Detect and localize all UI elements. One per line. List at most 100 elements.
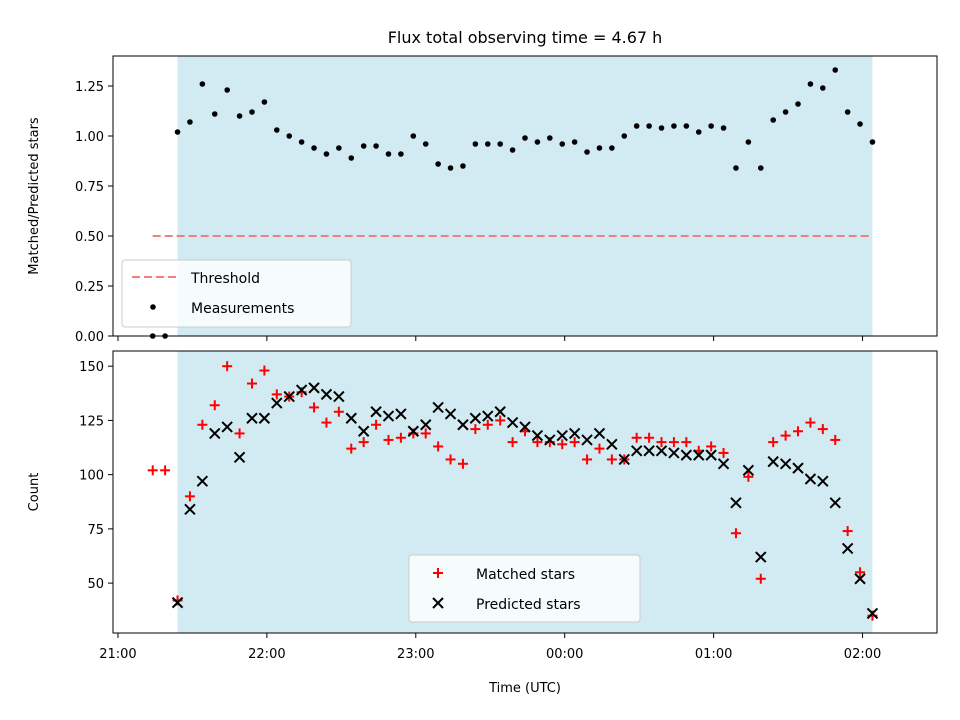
- data-point: [844, 109, 851, 115]
- x-tick-label: 02:00: [844, 647, 881, 662]
- data-point: [730, 497, 742, 509]
- data-point: [373, 143, 379, 149]
- data-point: [680, 449, 693, 461]
- data-point: [693, 449, 705, 461]
- data-point: [594, 443, 605, 454]
- data-point: [234, 428, 245, 439]
- data-point: [581, 434, 593, 446]
- plot-frame: [112, 55, 938, 337]
- data-point: [497, 141, 503, 147]
- data-point: [211, 111, 218, 117]
- data-point: [745, 139, 752, 145]
- data-point: [209, 427, 221, 440]
- data-point: [345, 412, 357, 424]
- data-point: [854, 573, 866, 585]
- y-tick-label: 0.00: [75, 330, 104, 345]
- data-point: [258, 412, 271, 424]
- data-point: [482, 419, 493, 430]
- data-point: [469, 412, 482, 424]
- chart-title: Flux total observing time = 4.67 h: [388, 28, 663, 47]
- data-point: [644, 432, 655, 443]
- data-point: [360, 143, 367, 149]
- data-point: [770, 117, 776, 123]
- data-point: [708, 123, 714, 129]
- data-point: [768, 437, 779, 448]
- data-point: [630, 445, 643, 457]
- data-point: [547, 135, 553, 141]
- data-point: [470, 424, 481, 435]
- data-point: [683, 123, 690, 129]
- legend-matched-swatch: [433, 568, 443, 578]
- data-point: [420, 419, 432, 431]
- data-point: [357, 425, 370, 437]
- data-point: [829, 497, 841, 509]
- legend-measurements-swatch: [150, 304, 156, 310]
- data-point: [286, 133, 293, 139]
- data-point: [755, 573, 766, 584]
- data-point: [482, 410, 494, 422]
- legend-threshold-label: Threshold: [190, 271, 260, 287]
- x-tick-label: 00:00: [546, 647, 583, 662]
- data-point: [259, 365, 270, 376]
- data-point: [804, 473, 817, 485]
- data-point: [395, 408, 407, 420]
- data-point: [457, 458, 468, 469]
- data-point: [187, 119, 193, 125]
- data-point: [444, 408, 457, 420]
- data-point: [472, 141, 479, 147]
- data-point: [336, 145, 342, 151]
- data-point: [668, 447, 680, 459]
- data-point: [720, 125, 727, 131]
- data-point: [261, 99, 268, 105]
- data-point: [557, 439, 568, 450]
- data-point: [346, 443, 357, 454]
- legend-matched-label: Matched stars: [476, 567, 575, 583]
- data-point: [534, 139, 541, 145]
- data-point: [298, 139, 305, 145]
- data-point: [184, 491, 195, 502]
- top-panel: 0.00 0.25 0.50 0.75 1.00 1.25 Matched/Predicte…: [27, 55, 938, 345]
- data-point: [221, 421, 233, 433]
- data-point: [196, 475, 209, 487]
- legend-predicted-swatch: [432, 597, 444, 609]
- data-point: [631, 432, 642, 443]
- data-point: [295, 384, 308, 396]
- data-point: [323, 151, 330, 157]
- data-point: [820, 85, 826, 91]
- plot-frame: [112, 350, 938, 634]
- data-point: [779, 458, 792, 470]
- data-point: [681, 437, 692, 448]
- data-point: [348, 155, 355, 161]
- data-point: [559, 141, 566, 147]
- data-point: [283, 390, 295, 403]
- legend-bottom: Matched stars Predicted stars: [408, 554, 641, 623]
- data-point: [718, 447, 729, 458]
- data-point: [385, 151, 392, 157]
- legend-top: Threshold Measurements: [121, 259, 352, 328]
- data-point: [184, 503, 196, 516]
- data-point: [706, 441, 717, 452]
- data-point: [506, 416, 519, 429]
- data-point: [532, 437, 543, 448]
- data-point: [309, 402, 320, 413]
- x-tick-label: 01:00: [695, 647, 732, 662]
- data-point: [792, 462, 804, 474]
- data-point: [609, 145, 615, 151]
- data-point: [147, 465, 158, 476]
- data-point: [445, 454, 456, 465]
- data-point: [271, 397, 283, 409]
- data-point: [382, 410, 395, 422]
- data-point: [655, 445, 668, 457]
- data-point: [246, 378, 257, 389]
- data-point: [522, 135, 528, 141]
- data-point: [621, 133, 628, 139]
- data-point: [658, 125, 665, 131]
- data-point: [407, 425, 420, 437]
- y-tick-label: 0.25: [75, 280, 104, 295]
- data-point: [460, 163, 466, 169]
- data-point: [832, 67, 839, 73]
- y-tick-label: 50: [87, 577, 104, 592]
- data-point: [733, 165, 739, 171]
- data-point: [841, 542, 854, 555]
- data-point: [308, 382, 320, 394]
